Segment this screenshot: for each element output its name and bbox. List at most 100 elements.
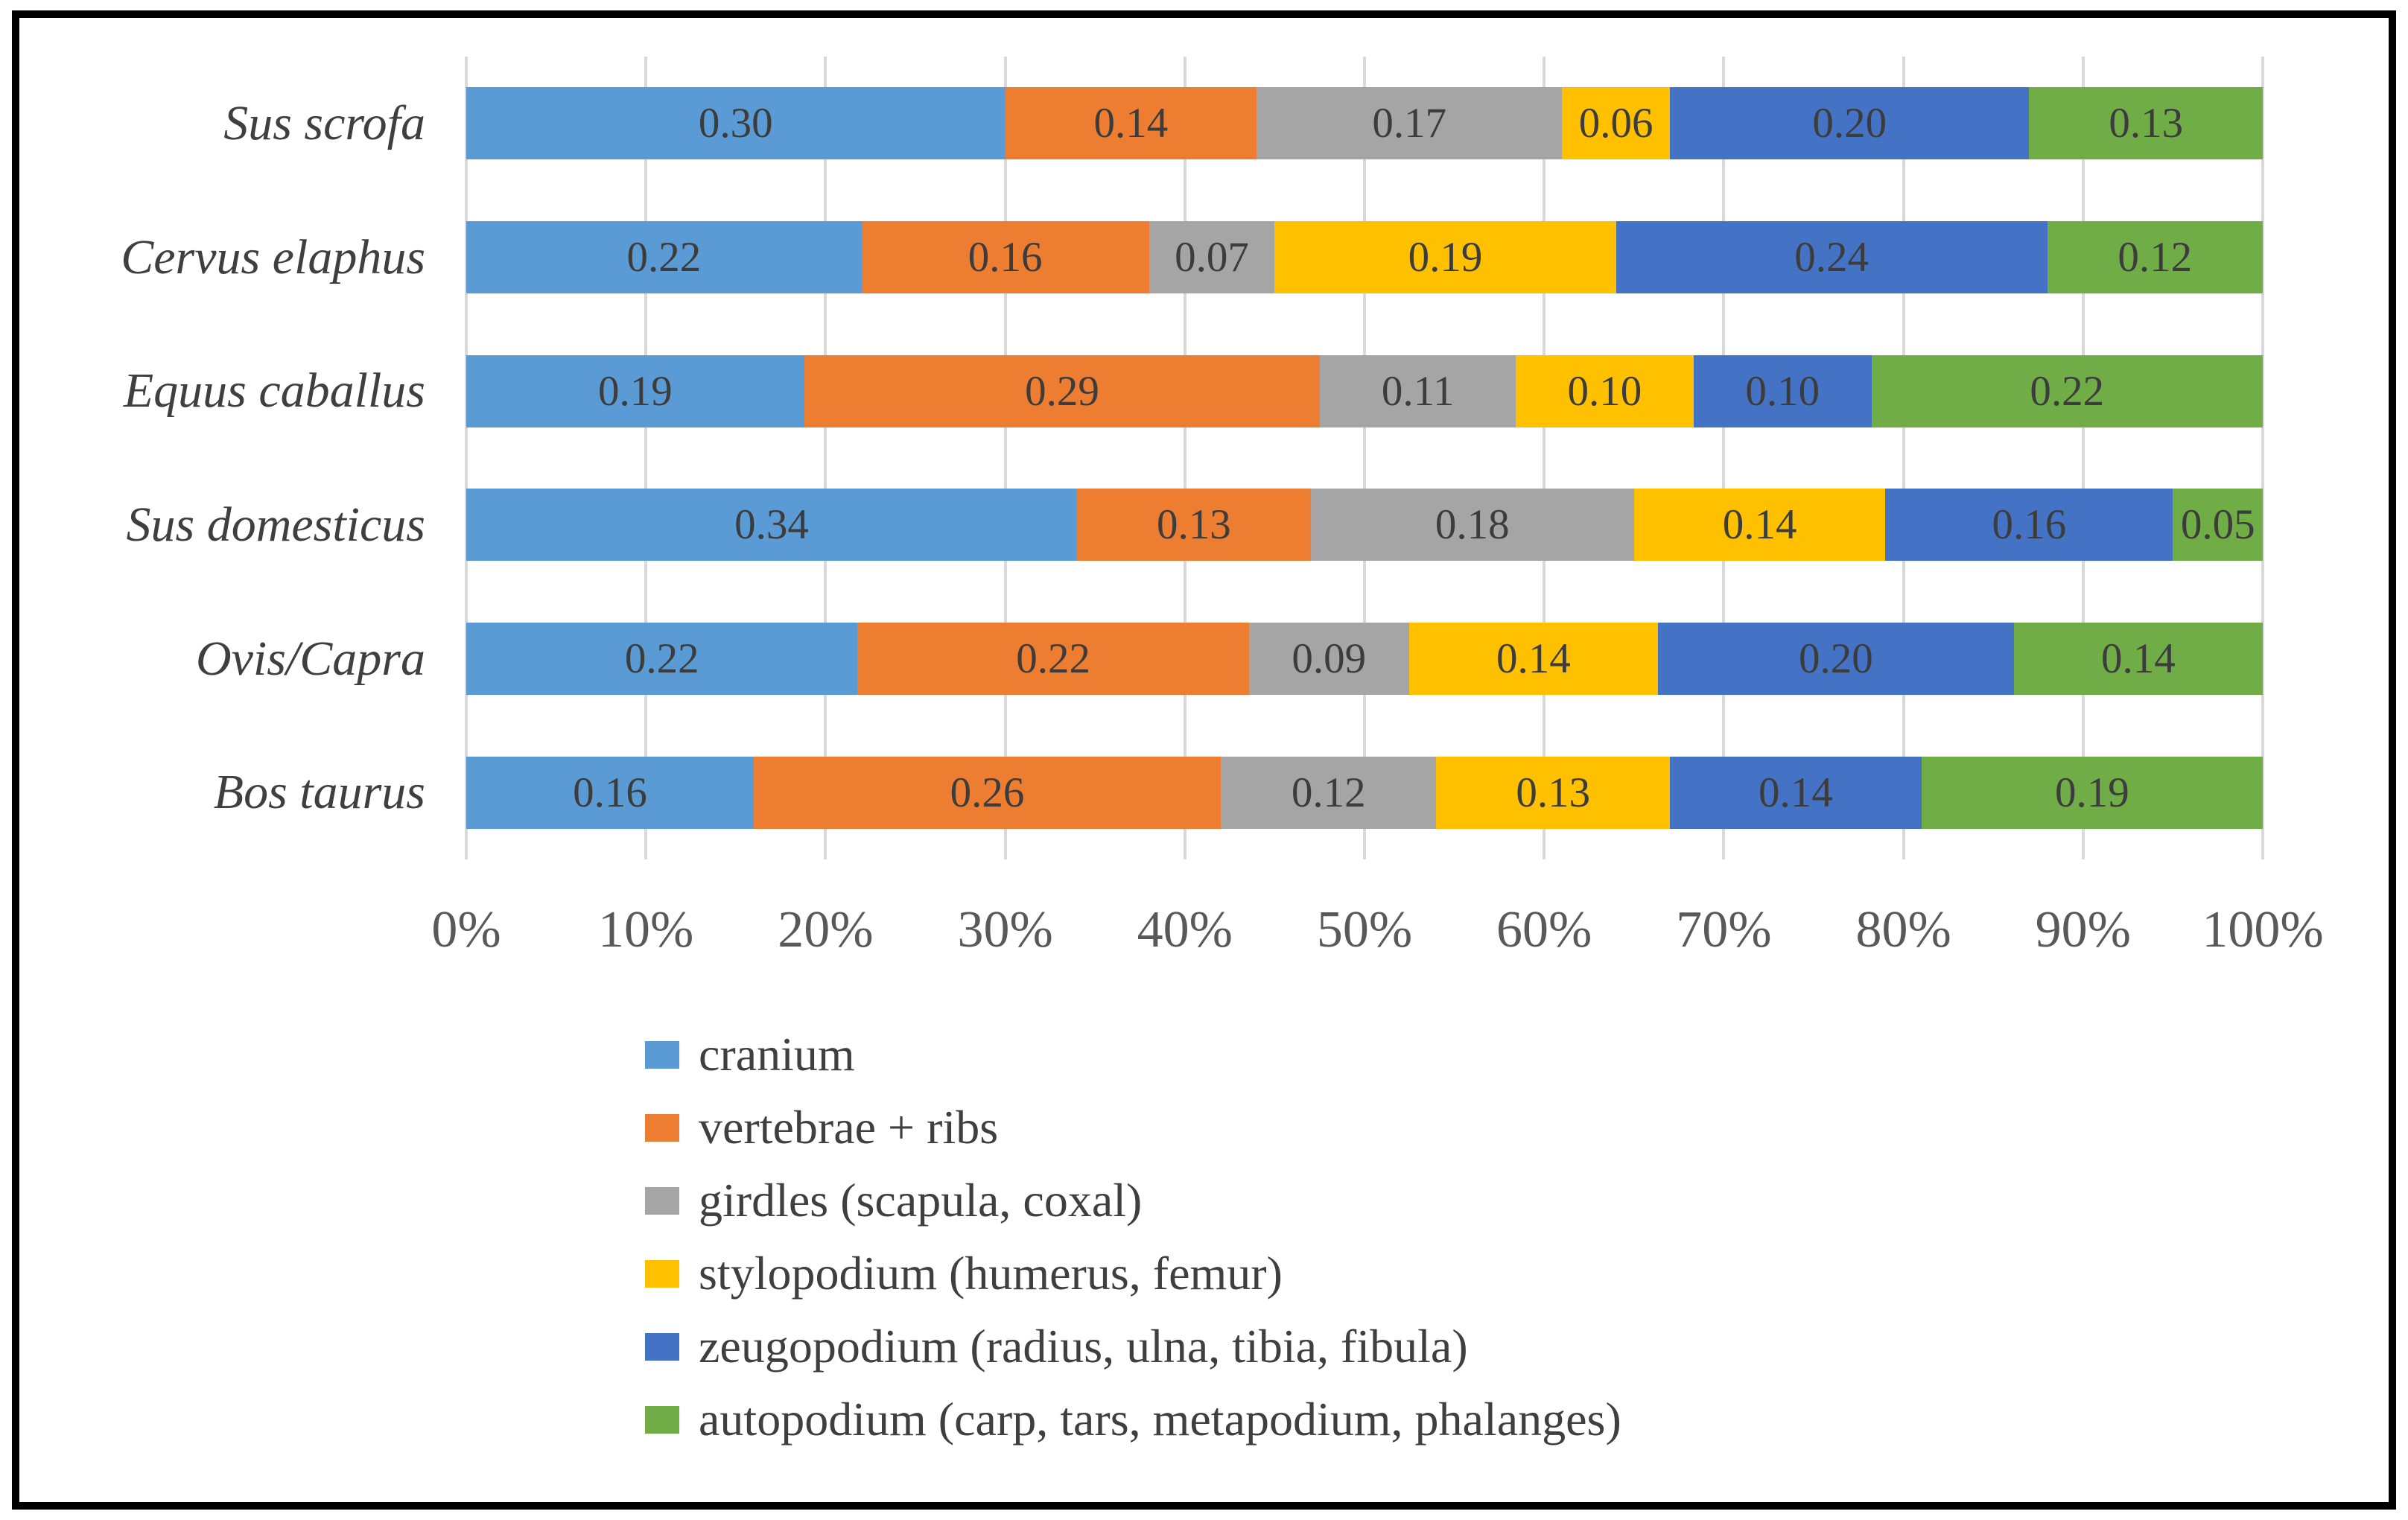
- gridline: [1902, 57, 1905, 859]
- bar-segment: 0.22: [466, 220, 862, 293]
- bar-segment: 0.12: [1221, 756, 1437, 829]
- gridline: [644, 57, 648, 859]
- bar-segment-value: 0.30: [698, 100, 773, 147]
- bar-segment: 0.13: [2029, 87, 2263, 160]
- bar-segment: 0.19: [1274, 220, 1616, 293]
- bar-segment-value: 0.13: [2109, 100, 2184, 147]
- bar-row: 0.30 0.14 0.17 0.06 0.20 0.13: [466, 57, 2263, 191]
- bar-row: 0.19 0.29 0.11 0.10 0.10 0.22: [466, 324, 2263, 458]
- bar-segment-value: 0.10: [1745, 367, 1820, 415]
- bar-segment-value: 0.24: [1794, 233, 1869, 281]
- bar-segment-value: 0.11: [1381, 367, 1455, 415]
- bar-segment: 0.13: [1077, 489, 1311, 562]
- stacked-bar: 0.30 0.14 0.17 0.06 0.20 0.13: [466, 87, 2263, 160]
- bar-segment-value: 0.20: [1812, 100, 1887, 147]
- bar-segment-value: 0.14: [2100, 635, 2176, 682]
- category-label: Sus scrofa: [223, 95, 425, 150]
- bar-segment: 0.26: [753, 756, 1222, 829]
- gridline: [1722, 57, 1726, 859]
- bar-segment: 0.14: [2013, 622, 2263, 695]
- bar-segment: 0.18: [1310, 489, 1634, 562]
- x-axis-tick-label: 100%: [2202, 901, 2324, 958]
- bar-segment: 0.22: [1871, 354, 2263, 427]
- gridline: [1003, 57, 1007, 859]
- bar-segment: 0.11: [1320, 354, 1516, 427]
- bar-segment: 0.16: [466, 756, 754, 829]
- bar-segment: 0.14: [1408, 622, 1659, 695]
- x-axis-tick-label: 90%: [2035, 901, 2131, 958]
- bar-segment-value: 0.26: [950, 769, 1025, 816]
- bar-row: 0.34 0.13 0.18 0.14 0.16 0.05: [466, 458, 2263, 592]
- bar-segment-value: 0.14: [1496, 635, 1571, 682]
- category-label: Cervus elaphus: [121, 229, 425, 284]
- x-axis-tick-label: 20%: [778, 901, 874, 958]
- legend-swatch-icon: [645, 1040, 679, 1069]
- stacked-bar: 0.19 0.29 0.11 0.10 0.10 0.22: [466, 354, 2263, 427]
- legend-swatch-icon: [645, 1259, 679, 1288]
- bar-segment: 0.13: [1436, 756, 1671, 829]
- x-axis-tick-label: 50%: [1316, 901, 1413, 958]
- gridline: [1363, 57, 1366, 859]
- stacked-bar: 0.22 0.16 0.07 0.19 0.24 0.12: [466, 220, 2263, 293]
- x-axis-tick-label: 70%: [1676, 901, 1772, 958]
- bar-segment-value: 0.06: [1578, 100, 1653, 147]
- bar-segment: 0.30: [466, 87, 1006, 160]
- bar-segment: 0.20: [1658, 622, 2014, 695]
- gridline: [1543, 57, 1546, 859]
- plot-area: 0.30 0.14 0.17 0.06 0.20 0.13 0.22 0.16 0.07 0.19…: [465, 57, 2264, 859]
- legend-item: vertebrae + ribs: [645, 1104, 1621, 1151]
- bar-segment-value: 0.22: [2030, 367, 2105, 415]
- x-axis-tick-label: 30%: [957, 901, 1053, 958]
- x-axis-tick-label: 60%: [1496, 901, 1592, 958]
- legend-label: vertebrae + ribs: [699, 1101, 999, 1154]
- bar-segment-value: 0.29: [1025, 367, 1099, 415]
- bar-segment: 0.07: [1149, 220, 1275, 293]
- x-axis-tick-label: 40%: [1137, 901, 1233, 958]
- bar-segment: 0.09: [1248, 622, 1409, 695]
- bar-segment-value: 0.09: [1292, 635, 1367, 682]
- legend-swatch-icon: [645, 1186, 679, 1215]
- bar-segment: 0.14: [1633, 489, 1886, 562]
- category-label: Equus caballus: [123, 363, 425, 419]
- bar-segment-value: 0.12: [1291, 769, 1366, 816]
- bar-segment-value: 0.34: [734, 501, 809, 549]
- x-axis: 0% 10% 20% 30% 40% 50% 60% 70% 80% 90% 100%: [431, 901, 2323, 986]
- bar-segment-value: 0.22: [624, 635, 699, 682]
- bar-segment: 0.22: [466, 622, 858, 695]
- legend-swatch-icon: [645, 1113, 679, 1142]
- bar-segment-value: 0.19: [1408, 233, 1483, 281]
- bar-segment: 0.19: [1921, 756, 2263, 829]
- bar-segment-value: 0.05: [2180, 501, 2255, 549]
- gridline: [465, 57, 468, 859]
- stacked-bar: 0.34 0.13 0.18 0.14 0.16 0.05: [466, 489, 2263, 562]
- legend-label: stylopodium (humerus, femur): [699, 1247, 1283, 1300]
- bar-row: 0.22 0.22 0.09 0.14 0.20 0.14: [466, 592, 2263, 726]
- legend: cranium vertebrae + ribs girdles (scapula,…: [645, 1031, 1621, 1443]
- legend-item: girdles (scapula, coxal): [645, 1177, 1621, 1224]
- stacked-bar: 0.16 0.26 0.12 0.13 0.14 0.19: [466, 756, 2263, 829]
- bar-segment-value: 0.14: [1758, 769, 1833, 816]
- bar-segment: 0.10: [1515, 354, 1694, 427]
- gridline: [824, 57, 827, 859]
- bar-segment: 0.24: [1616, 220, 2048, 293]
- bar-segment: 0.19: [466, 354, 804, 427]
- bar-segment: 0.16: [1885, 489, 2173, 562]
- bar-segment-value: 0.19: [597, 367, 673, 415]
- legend-label: zeugopodium (radius, ulna, tibia, fibula…: [699, 1320, 1468, 1373]
- category-label: Bos taurus: [213, 765, 425, 820]
- bar-segment: 0.14: [1670, 756, 1922, 829]
- legend-item: cranium: [645, 1031, 1621, 1078]
- bar-segment-value: 0.16: [1992, 501, 2067, 549]
- gridline: [2261, 57, 2264, 859]
- x-axis-tick-label: 10%: [598, 901, 694, 958]
- bar-segment-value: 0.07: [1175, 233, 1249, 281]
- bar-segment-value: 0.16: [573, 769, 647, 816]
- bar-segment: 0.12: [2047, 220, 2263, 293]
- bar-segment: 0.16: [861, 220, 1149, 293]
- bar-segment: 0.29: [804, 354, 1321, 427]
- x-axis-tick-label: 0%: [431, 901, 501, 958]
- bar-segment-value: 0.22: [1016, 635, 1090, 682]
- bar-segment-value: 0.13: [1156, 501, 1231, 549]
- gridline: [1183, 57, 1186, 859]
- bar-segment-value: 0.20: [1798, 635, 1873, 682]
